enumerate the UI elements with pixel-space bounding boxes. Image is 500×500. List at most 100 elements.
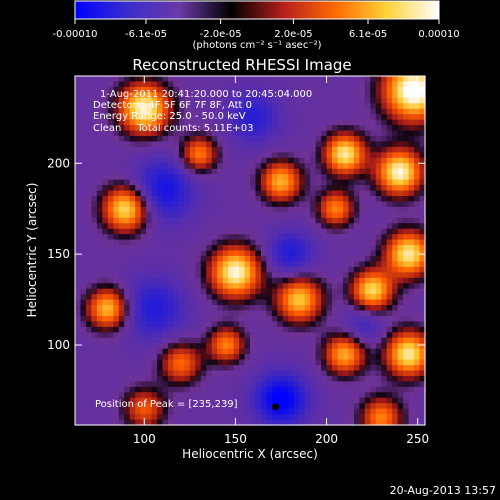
heatmap-cell [282,108,289,115]
heatmap-cell [419,130,426,137]
heatmap-cell [189,212,196,219]
heatmap-cell [342,250,350,257]
heatmap-cell [151,326,158,333]
heatmap-cell [91,310,98,317]
heatmap-cell [375,179,382,186]
heatmap-cell [419,81,426,88]
heatmap-cell [337,157,344,164]
heatmap-cell [80,408,87,415]
heatmap-cell [397,146,404,153]
heatmap-cell [200,321,207,328]
heatmap-cell [255,103,262,110]
heatmap-cell [255,315,262,322]
heatmap-cell [342,157,350,164]
heatmap-cell [107,332,114,339]
heatmap-cell [397,310,404,317]
heatmap-cell [353,168,360,175]
heatmap-cell [403,234,410,241]
heatmap-cell [135,386,142,393]
heatmap-cell [408,381,415,388]
heatmap-cell [348,288,355,295]
heatmap-cell [146,392,153,399]
heatmap-cell [326,354,333,361]
heatmap-cell [140,201,147,208]
heatmap-cell [370,146,377,153]
heatmap-cell [419,86,426,93]
heatmap-cell [321,103,328,110]
heatmap-cell [381,245,388,252]
heatmap-cell [348,135,355,143]
heatmap-cell [206,103,213,110]
heatmap-cell [189,310,196,317]
heatmap-cell [370,152,377,159]
heatmap-cell [80,326,87,333]
heatmap-cell [282,386,289,393]
heatmap-cell [299,179,306,186]
heatmap-cell [386,348,393,355]
heatmap-cell [195,245,202,252]
heatmap-cell [271,283,278,290]
heatmap-cell [129,223,136,230]
heatmap-cell [321,206,328,213]
heatmap-cell [348,277,355,284]
heatmap-cell [332,130,339,137]
heatmap-cell [239,217,246,224]
heatmap-cell [375,206,382,213]
heatmap-cell [359,370,366,377]
heatmap-cell [288,103,295,110]
heatmap-cell [364,125,371,132]
heatmap-cell [419,392,426,399]
heatmap-cell [277,217,284,224]
heatmap-cell [91,174,98,181]
heatmap-cell [85,337,93,344]
heatmap-cell [96,163,103,170]
heatmap-cell [271,272,278,279]
heatmap-cell [96,305,103,312]
heatmap-cell [293,359,300,366]
heatmap-cell [211,174,218,181]
heatmap-cell [167,414,175,421]
heatmap-cell [217,239,224,246]
heatmap-cell [200,195,207,203]
heatmap-cell [271,250,278,257]
heatmap-cell [310,414,317,421]
heatmap-cell [129,365,136,372]
heatmap-cell [200,359,207,366]
heatmap-cell [189,217,196,224]
heatmap-cell [200,332,207,339]
heatmap-cell [167,272,175,279]
heatmap-cell [244,397,251,404]
heatmap-cell [167,157,175,164]
heatmap-cell [146,321,153,328]
heatmap-cell [140,359,147,366]
heatmap-cell [304,397,311,404]
heatmap-cell [162,174,169,181]
footer-timestamp: 20-Aug-2013 13:57 [390,484,496,497]
heatmap-cell [397,294,404,301]
heatmap-cell [304,119,311,126]
heatmap-cell [250,206,257,213]
heatmap-cell [233,239,240,246]
heatmap-cell [375,174,382,181]
heatmap-cell [277,130,284,137]
heatmap-cell [157,157,164,164]
heatmap-cell [151,343,158,350]
heatmap-cell [353,206,360,213]
heatmap-cell [370,228,377,235]
heatmap-cell [80,157,87,164]
heatmap-cell [75,332,82,339]
heatmap-cell [75,185,82,192]
heatmap-cell [222,76,229,83]
heatmap-cell [392,337,399,344]
heatmap-cell [75,386,82,393]
heatmap-cell [167,125,175,132]
heatmap-cell [271,185,278,192]
heatmap-cell [353,212,360,219]
heatmap-cell [233,272,240,279]
heatmap-cell [370,354,377,361]
heatmap-cell [162,125,169,132]
heatmap-cell [222,288,229,295]
heatmap-cell [151,386,158,393]
heatmap-cell [102,81,109,88]
x-tick-label: 150 [224,432,247,446]
